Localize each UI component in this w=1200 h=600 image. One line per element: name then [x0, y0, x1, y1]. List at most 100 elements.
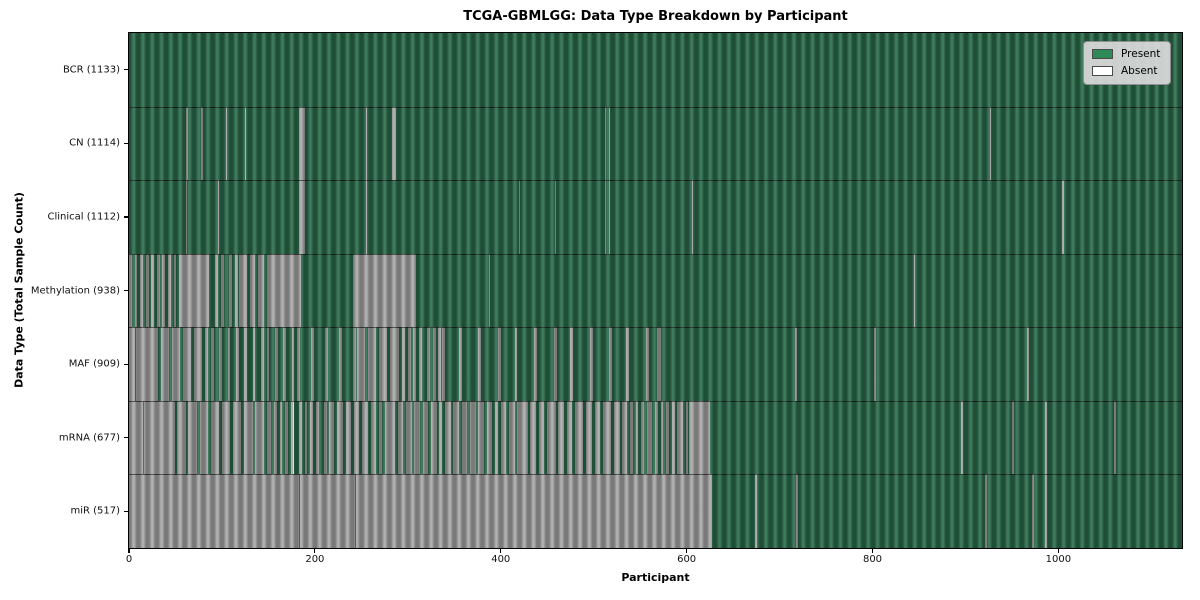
cell-segment	[511, 400, 515, 475]
cell-segment	[915, 253, 1182, 328]
cell-segment	[660, 400, 664, 475]
cell-segment	[293, 400, 297, 475]
cell-segment	[484, 327, 487, 401]
cell-segment	[615, 327, 618, 401]
cell-segment	[315, 400, 319, 475]
cell-segment	[215, 253, 219, 328]
cell-segment	[542, 327, 546, 401]
cell-segment	[552, 400, 556, 475]
cell-segment	[444, 327, 448, 401]
cell-segment	[177, 400, 181, 475]
cell-segment	[287, 400, 291, 475]
cell-segment	[578, 327, 582, 401]
cell-segment	[430, 327, 433, 401]
cell-segment	[497, 327, 501, 401]
cell-segment	[310, 400, 313, 475]
cell-segment	[612, 327, 616, 401]
cell-segment	[244, 400, 248, 475]
cell-segment	[151, 253, 155, 328]
cell-segment	[645, 327, 649, 401]
cell-segment	[276, 400, 280, 475]
cell-segment	[558, 400, 562, 475]
cell-segment	[417, 400, 420, 475]
cell-segment	[367, 327, 371, 401]
cell-segment	[356, 400, 360, 475]
cell-segment	[418, 327, 422, 401]
cell-segment	[296, 400, 300, 475]
cell-segment	[225, 106, 227, 181]
cell-segment	[427, 327, 431, 401]
cell-segment	[467, 400, 471, 475]
x-tick-mark	[128, 548, 130, 553]
cell-segment	[619, 400, 622, 475]
cell-segment	[626, 327, 629, 401]
cell-segment	[757, 474, 797, 548]
cell-segment	[495, 400, 498, 475]
cell-segment	[693, 180, 1063, 254]
cell-segment	[610, 106, 990, 181]
cell-segment	[129, 106, 186, 181]
cell-segment	[196, 327, 200, 401]
heatmap-row-maf	[129, 327, 1182, 401]
cell-segment	[347, 327, 351, 401]
cell-segment	[255, 327, 259, 401]
y-tick-label: Methylation (938)	[30, 285, 120, 296]
cell-segment	[682, 400, 686, 475]
cell-segment	[416, 253, 489, 328]
cell-segment	[367, 400, 371, 475]
cell-segment	[301, 400, 305, 475]
cell-segment	[362, 400, 366, 475]
cell-segment	[655, 400, 658, 475]
cell-segment	[392, 327, 396, 401]
cell-segment	[798, 474, 985, 548]
cell-segment	[165, 253, 169, 328]
cell-segment	[173, 253, 177, 328]
cell-segment	[304, 400, 308, 475]
cell-segment	[188, 400, 192, 475]
cell-segment	[366, 106, 392, 181]
cell-segment	[405, 400, 409, 475]
cell-segment	[356, 327, 360, 401]
cell-segment	[561, 400, 564, 475]
cell-segment	[517, 327, 521, 401]
cell-segment	[227, 400, 231, 475]
x-tick-label: 0	[125, 554, 133, 565]
cell-segment	[547, 400, 550, 475]
cell-segment	[185, 180, 187, 254]
cell-segment	[517, 400, 520, 475]
plot-area	[129, 33, 1182, 548]
cell-segment	[230, 400, 234, 475]
cell-segment	[379, 327, 382, 401]
cell-segment	[191, 327, 195, 401]
cell-segment	[605, 106, 610, 181]
cell-segment	[226, 106, 246, 181]
cell-segment	[255, 253, 259, 328]
cell-segment	[247, 400, 250, 475]
cell-segment	[1116, 400, 1182, 475]
cell-segment	[450, 327, 454, 401]
cell-segment	[538, 400, 542, 475]
cell-segment	[638, 400, 642, 475]
cell-segment	[1026, 327, 1029, 401]
cell-segment	[326, 400, 329, 475]
cell-segment	[643, 400, 647, 475]
cell-segment	[210, 400, 214, 475]
cell-segment	[572, 400, 576, 475]
cell-segment	[381, 327, 385, 401]
cell-segment	[478, 327, 482, 401]
y-tick-mark	[124, 290, 128, 292]
cell-segment	[550, 400, 553, 475]
cell-segment	[302, 327, 306, 401]
cell-segment	[986, 474, 1033, 548]
cell-segment	[671, 400, 675, 475]
cell-segment	[213, 327, 217, 401]
cell-segment	[174, 400, 178, 475]
cell-segment	[419, 400, 423, 475]
cell-segment	[223, 253, 227, 328]
cell-segment	[570, 327, 574, 401]
cell-segment	[550, 327, 554, 401]
cell-segment	[376, 400, 379, 475]
cell-segment	[202, 327, 206, 401]
cell-segment	[179, 253, 181, 328]
cell-segment	[453, 400, 457, 475]
